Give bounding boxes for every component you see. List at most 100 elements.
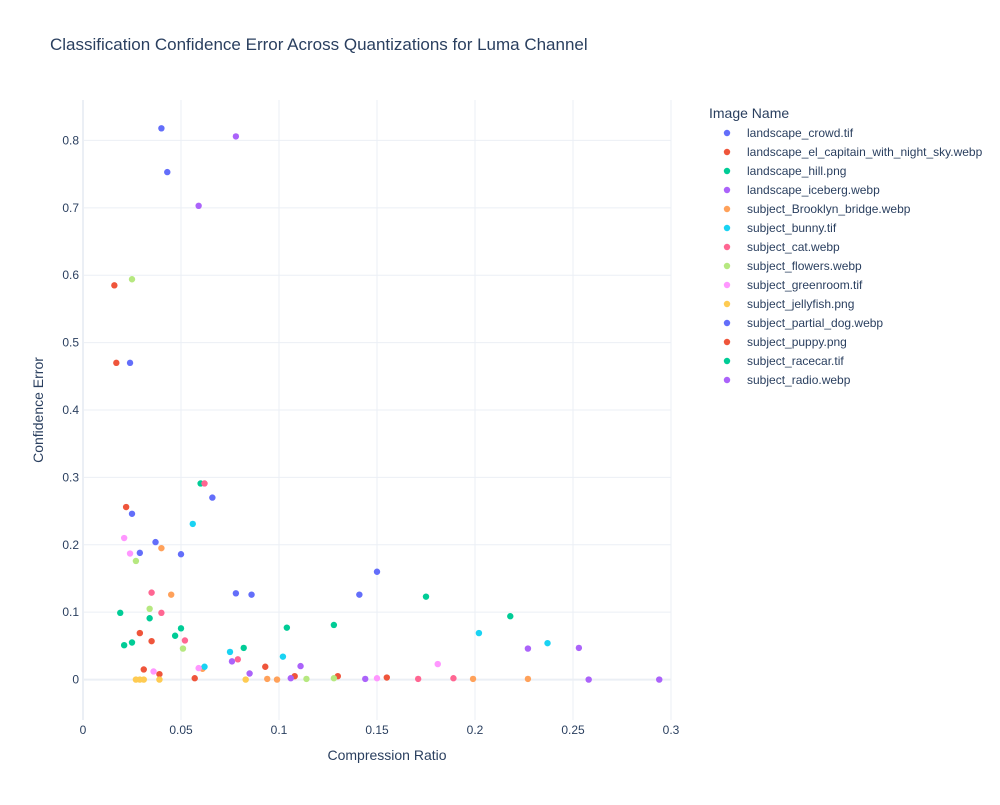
data-point[interactable] (128, 276, 136, 283)
data-point[interactable] (126, 359, 134, 367)
data-point[interactable] (507, 613, 514, 620)
legend-item[interactable]: subject_puppy.png (723, 335, 847, 349)
data-point[interactable] (120, 534, 128, 542)
data-point[interactable] (242, 676, 249, 683)
data-point[interactable] (120, 641, 128, 649)
data-point[interactable] (475, 629, 483, 637)
legend-label: subject_cat.webp (747, 240, 840, 254)
data-point[interactable] (246, 670, 253, 677)
data-point[interactable] (226, 648, 234, 656)
data-point[interactable] (383, 674, 390, 681)
legend-label: landscape_iceberg.webp (747, 183, 880, 197)
data-point[interactable] (168, 591, 175, 598)
data-point[interactable] (373, 568, 381, 575)
data-point[interactable] (273, 676, 281, 683)
data-point[interactable] (158, 609, 165, 617)
data-point[interactable] (283, 624, 291, 631)
data-point[interactable] (450, 675, 457, 682)
data-point[interactable] (234, 656, 242, 663)
legend-item[interactable]: subject_jellyfish.png (723, 297, 855, 311)
data-point[interactable] (585, 676, 592, 683)
data-point[interactable] (201, 663, 208, 670)
data-point[interactable] (303, 675, 310, 683)
data-point[interactable] (362, 675, 369, 683)
data-point[interactable] (544, 639, 551, 647)
data-point[interactable] (297, 662, 304, 670)
data-point[interactable] (128, 639, 136, 646)
data-point[interactable] (373, 675, 381, 682)
data-point[interactable] (356, 591, 363, 598)
data-point[interactable] (524, 675, 532, 683)
legend-item[interactable]: landscape_el_capitain_with_night_sky.web… (723, 145, 983, 159)
data-point[interactable] (156, 676, 163, 683)
data-point[interactable] (128, 510, 136, 517)
legend-label: subject_racecar.tif (747, 354, 844, 368)
data-point[interactable] (228, 658, 236, 665)
data-point[interactable] (146, 615, 153, 622)
data-point[interactable] (279, 653, 287, 660)
data-point[interactable] (150, 668, 157, 675)
data-point[interactable] (148, 637, 155, 645)
data-point[interactable] (330, 621, 338, 629)
data-point[interactable] (136, 629, 144, 637)
y-tick-label: 0.8 (62, 133, 79, 147)
legend-item[interactable]: subject_bunny.tif (723, 221, 837, 235)
legend-item[interactable]: subject_Brooklyn_bridge.webp (723, 202, 911, 216)
data-point[interactable] (287, 675, 294, 682)
data-point[interactable] (156, 670, 163, 678)
data-point[interactable] (140, 666, 147, 673)
data-point[interactable] (248, 591, 255, 598)
data-point[interactable] (146, 605, 153, 613)
legend-item[interactable]: subject_cat.webp (723, 240, 840, 254)
data-point[interactable] (191, 675, 198, 682)
data-point[interactable] (181, 637, 189, 644)
legend-item[interactable]: landscape_crowd.tif (723, 126, 854, 140)
data-point[interactable] (117, 609, 124, 617)
data-point[interactable] (240, 644, 247, 652)
data-point[interactable] (152, 538, 159, 546)
data-point[interactable] (113, 359, 120, 367)
data-point[interactable] (469, 675, 477, 683)
data-point[interactable] (524, 645, 532, 652)
data-point[interactable] (132, 557, 140, 565)
data-point[interactable] (262, 663, 269, 670)
legend-item[interactable]: subject_radio.webp (723, 373, 851, 387)
data-point[interactable] (179, 645, 187, 652)
legend-item[interactable]: subject_flowers.webp (723, 259, 862, 273)
data-point[interactable] (264, 675, 271, 683)
legend-marker (723, 243, 731, 251)
data-point[interactable] (330, 675, 338, 682)
data-point[interactable] (209, 494, 216, 501)
data-point[interactable] (414, 675, 422, 683)
data-point[interactable] (122, 503, 130, 511)
data-point[interactable] (136, 549, 144, 557)
y-tick-label: 0.2 (62, 538, 79, 552)
data-point[interactable] (201, 480, 208, 487)
data-point[interactable] (434, 660, 441, 668)
y-tick-label: 0.4 (62, 403, 79, 417)
data-point[interactable] (656, 676, 663, 683)
legend-item[interactable]: landscape_hill.png (723, 164, 847, 178)
points-layer (111, 125, 663, 683)
data-point[interactable] (164, 168, 171, 176)
data-point[interactable] (189, 520, 196, 528)
legend-item[interactable]: subject_racecar.tif (723, 354, 845, 368)
data-point[interactable] (195, 664, 202, 672)
data-point[interactable] (158, 125, 165, 132)
data-point[interactable] (575, 644, 583, 652)
data-point[interactable] (126, 550, 134, 557)
legend-item[interactable]: subject_partial_dog.webp (723, 316, 884, 330)
data-point[interactable] (232, 590, 240, 597)
data-point[interactable] (422, 593, 430, 600)
legend-item[interactable]: landscape_iceberg.webp (723, 183, 880, 197)
legend-item[interactable]: subject_greenroom.tif (723, 278, 863, 292)
data-point[interactable] (158, 544, 165, 552)
data-point[interactable] (232, 133, 240, 140)
data-point[interactable] (195, 202, 202, 210)
data-point[interactable] (177, 625, 185, 632)
data-point[interactable] (148, 589, 155, 596)
data-point[interactable] (111, 282, 118, 289)
data-point[interactable] (171, 632, 179, 639)
data-point[interactable] (140, 676, 147, 683)
data-point[interactable] (177, 551, 185, 558)
